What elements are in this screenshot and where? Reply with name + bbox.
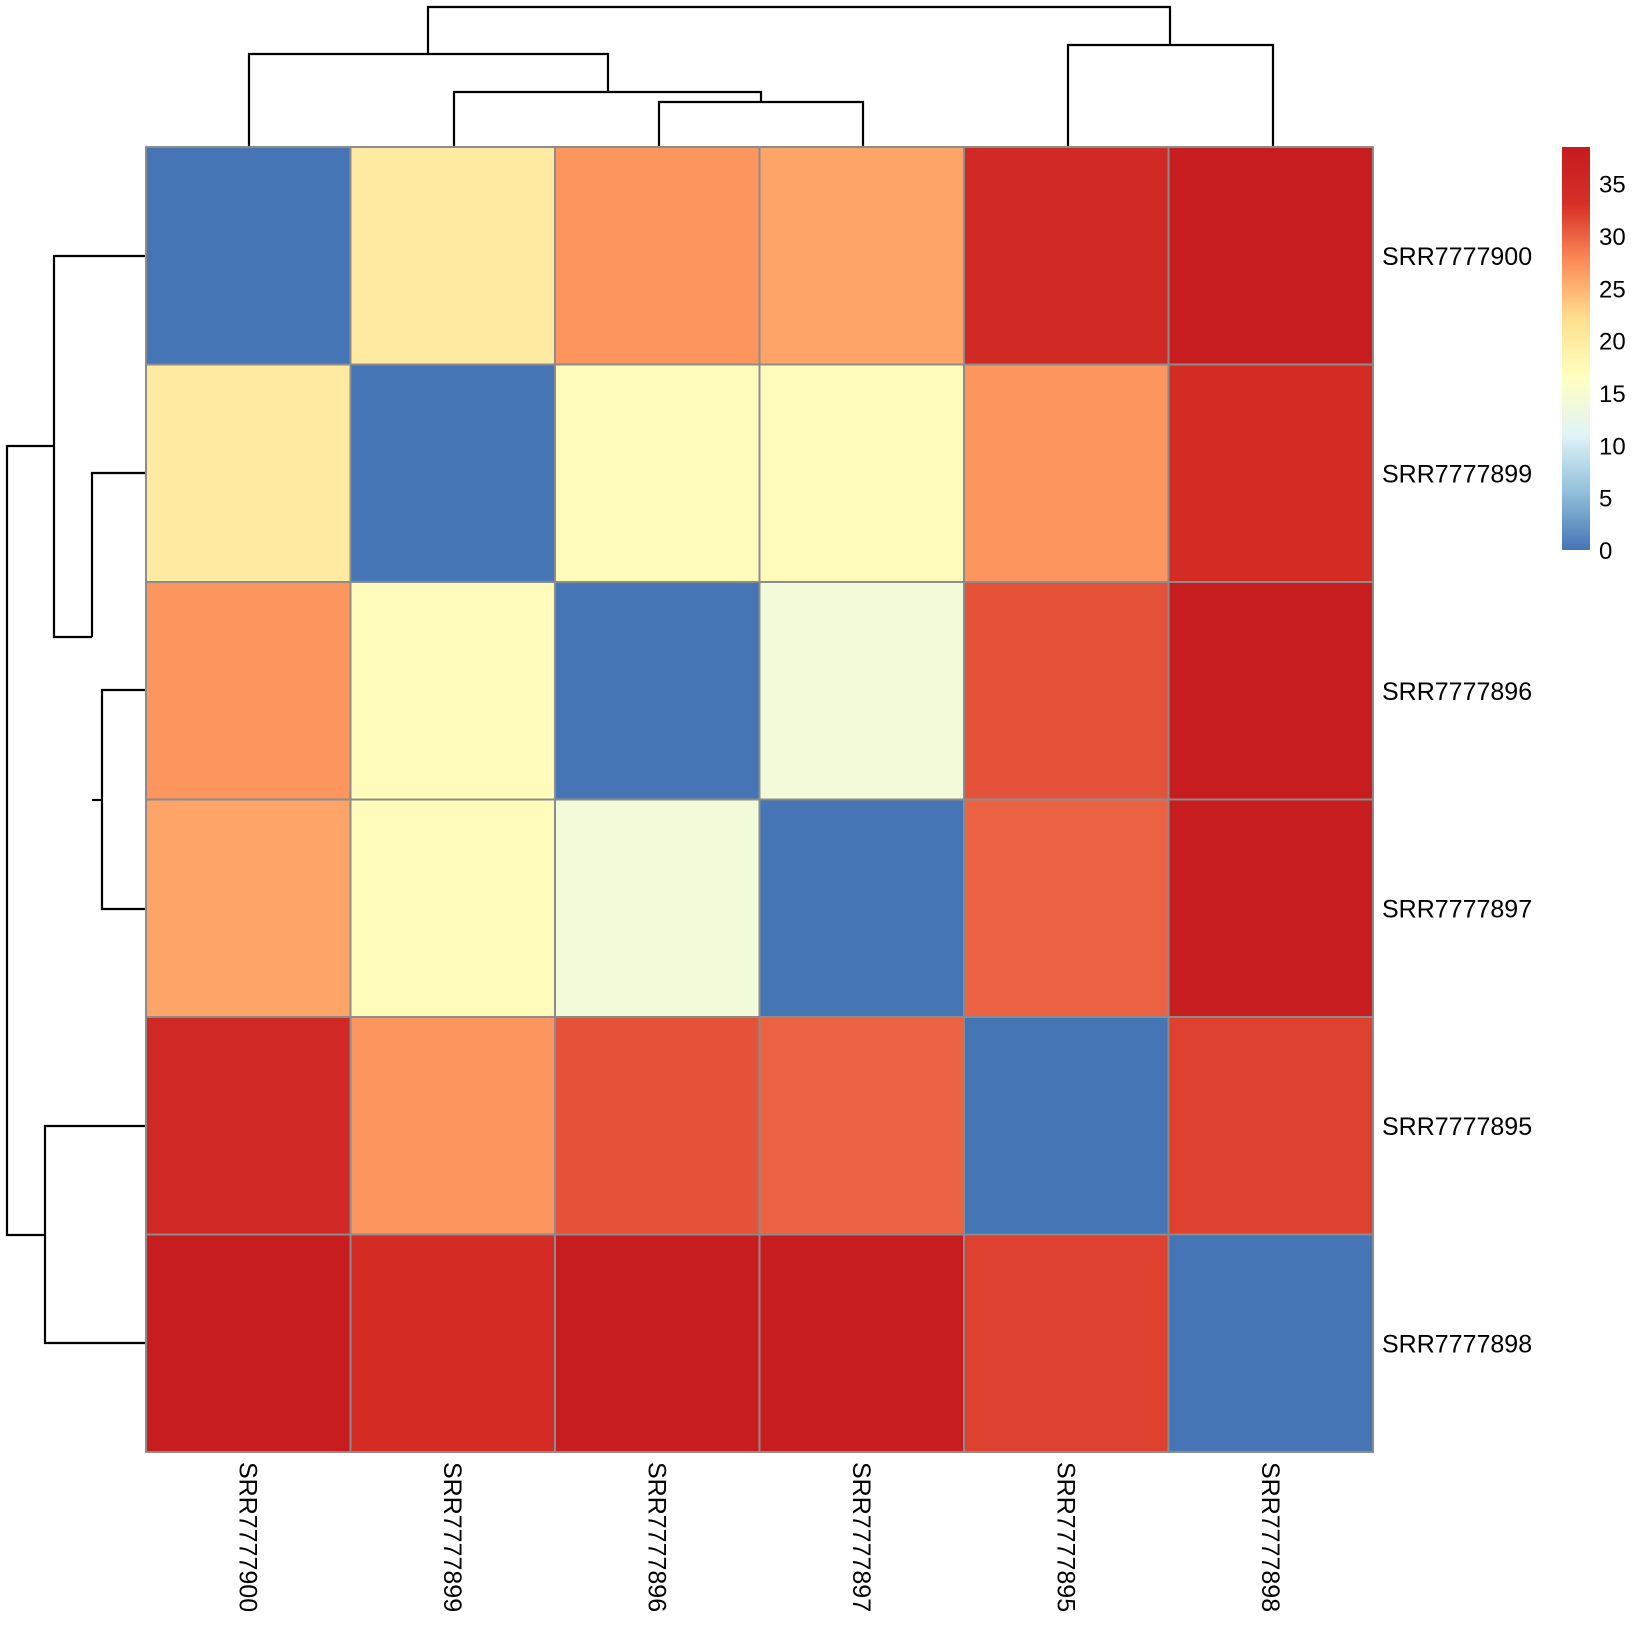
heatmap-cell bbox=[554, 363, 761, 583]
heatmap-cell bbox=[963, 798, 1170, 1018]
heatmap-cell bbox=[349, 1233, 556, 1453]
row-label: SRR7777900 bbox=[1382, 243, 1532, 271]
heatmap-cell bbox=[349, 363, 556, 583]
heatmap-cell bbox=[1167, 798, 1374, 1018]
color-legend-ticks: 0 5 10 15 20 25 30 35 bbox=[1590, 172, 1626, 565]
row-label: SRR7777897 bbox=[1382, 895, 1532, 923]
legend-tick-label: 0 bbox=[1599, 538, 1612, 565]
heatmap-cell bbox=[1167, 363, 1374, 583]
heatmap-cell bbox=[554, 581, 761, 801]
heatmap-cell bbox=[963, 363, 1170, 583]
heatmap-cell bbox=[758, 1016, 965, 1236]
row-label: SRR7777899 bbox=[1382, 460, 1532, 488]
row-label: SRR7777895 bbox=[1382, 1113, 1532, 1141]
heatmap-cell bbox=[758, 798, 965, 1018]
heatmap-cell bbox=[963, 581, 1170, 801]
column-label: SRR7777900 bbox=[233, 1462, 261, 1612]
heatmap-cells bbox=[145, 146, 1374, 1453]
row-label: SRR7777898 bbox=[1382, 1330, 1532, 1358]
legend-tick-label: 20 bbox=[1599, 329, 1626, 356]
heatmap-cell bbox=[1167, 1233, 1374, 1453]
heatmap-cell bbox=[1167, 581, 1374, 801]
heatmap-cell bbox=[349, 581, 556, 801]
legend-tick-label: 5 bbox=[1599, 486, 1612, 513]
heatmap-cell bbox=[758, 363, 965, 583]
heatmap-cell bbox=[349, 798, 556, 1018]
heatmap-cell bbox=[554, 1016, 761, 1236]
column-label: SRR7777898 bbox=[1256, 1462, 1284, 1612]
heatmap-cell bbox=[145, 1016, 352, 1236]
heatmap-cell bbox=[145, 1233, 352, 1453]
legend-tick-label: 15 bbox=[1599, 381, 1626, 408]
heatmap-cell bbox=[554, 146, 761, 366]
heatmap-cell bbox=[758, 1233, 965, 1453]
column-label: SRR7777895 bbox=[1051, 1462, 1079, 1612]
column-label: SRR7777896 bbox=[642, 1462, 670, 1612]
heatmap-cell bbox=[554, 1233, 761, 1453]
row-labels: SRR7777900 SRR7777899 SRR7777896 SRR7777… bbox=[1382, 243, 1532, 1359]
row-label: SRR7777896 bbox=[1382, 678, 1532, 706]
legend-tick-label: 35 bbox=[1599, 172, 1626, 199]
heatmap-cell bbox=[758, 581, 965, 801]
heatmap-cell bbox=[145, 146, 352, 366]
legend-tick-label: 30 bbox=[1599, 224, 1626, 251]
heatmap-cell bbox=[554, 798, 761, 1018]
heatmap-cell bbox=[1167, 1016, 1374, 1236]
heatmap-cell bbox=[963, 146, 1170, 366]
column-dendrogram bbox=[247, 5, 1275, 146]
heatmap-cell bbox=[963, 1016, 1170, 1236]
heatmap-cell bbox=[1167, 146, 1374, 366]
heatmap-cell bbox=[145, 363, 352, 583]
color-legend-bar bbox=[1562, 147, 1590, 550]
column-labels: SRR7777900 SRR7777899 SRR7777896 SRR7777… bbox=[233, 1462, 1284, 1612]
row-dendrogram bbox=[5, 254, 146, 1345]
legend-tick-label: 25 bbox=[1599, 276, 1626, 303]
heatmap-cell bbox=[758, 146, 965, 366]
heatmap-cell bbox=[349, 1016, 556, 1236]
column-label: SRR7777899 bbox=[438, 1462, 466, 1612]
color-legend: 0 5 10 15 20 25 30 35 bbox=[1562, 147, 1626, 565]
heatmap-cell bbox=[145, 581, 352, 801]
legend-tick-label: 10 bbox=[1599, 433, 1626, 460]
heatmap-cell bbox=[145, 798, 352, 1018]
heatmap-cell bbox=[349, 146, 556, 366]
column-label: SRR7777897 bbox=[847, 1462, 875, 1612]
heatmap-cell bbox=[963, 1233, 1170, 1453]
